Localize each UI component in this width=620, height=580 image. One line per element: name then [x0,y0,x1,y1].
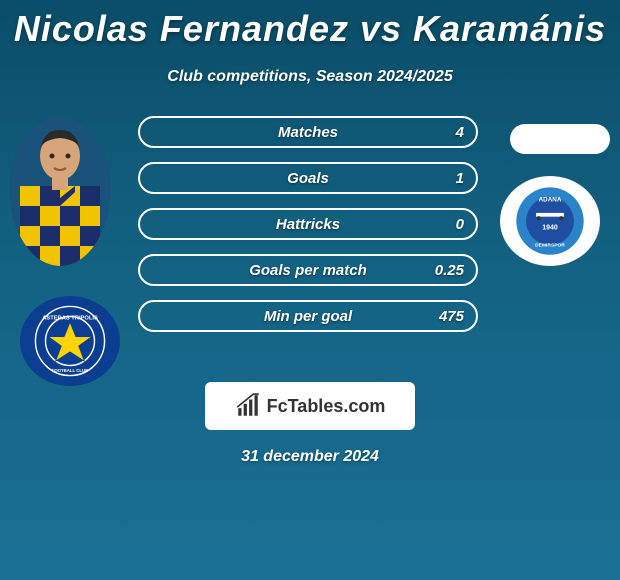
footer-brand-text: FcTables.com [267,396,386,417]
stat-label: Matches [278,124,338,141]
date-text: 31 december 2024 [0,448,620,466]
stat-label: Goals [287,170,329,187]
stat-row-goals-per-match: Goals per match 0.25 [138,254,478,286]
svg-text:ASTERAS TRIPOLIS: ASTERAS TRIPOLIS [42,315,98,321]
svg-text:DEMIRSPOR: DEMIRSPOR [535,242,565,248]
stat-value: 475 [439,308,464,325]
stat-label: Min per goal [264,308,352,325]
comparison-panel: ASTERAS TRIPOLIS FOOTBALL CLUB ADANA DEM… [0,116,620,332]
club-right-badge: ADANA DEMIRSPOR 1940 [500,176,600,266]
stat-row-goals: Goals 1 [138,162,478,194]
footer-brand-badge: FcTables.com [205,382,415,430]
svg-text:ADANA: ADANA [539,196,562,203]
player-left-photo [10,116,110,266]
stat-row-hattricks: Hattricks 0 [138,208,478,240]
stat-value: 0.25 [435,262,464,279]
stats-list: Matches 4 Goals 1 Hattricks 0 Goals per … [138,116,478,332]
stat-value: 0 [456,216,464,233]
stat-value: 4 [456,124,464,141]
chart-icon [235,393,261,419]
stat-value: 1 [456,170,464,187]
club-left-badge: ASTERAS TRIPOLIS FOOTBALL CLUB [20,296,120,386]
stat-row-matches: Matches 4 [138,116,478,148]
stat-label: Goals per match [249,262,367,279]
subtitle: Club competitions, Season 2024/2025 [0,68,620,86]
stat-label: Hattricks [276,216,340,233]
page-title: Nicolas Fernandez vs Karamánis [0,0,620,50]
svg-text:1940: 1940 [542,224,558,231]
player-right-placeholder [510,124,610,154]
stat-row-min-per-goal: Min per goal 475 [138,300,478,332]
svg-text:FOOTBALL CLUB: FOOTBALL CLUB [52,368,89,373]
